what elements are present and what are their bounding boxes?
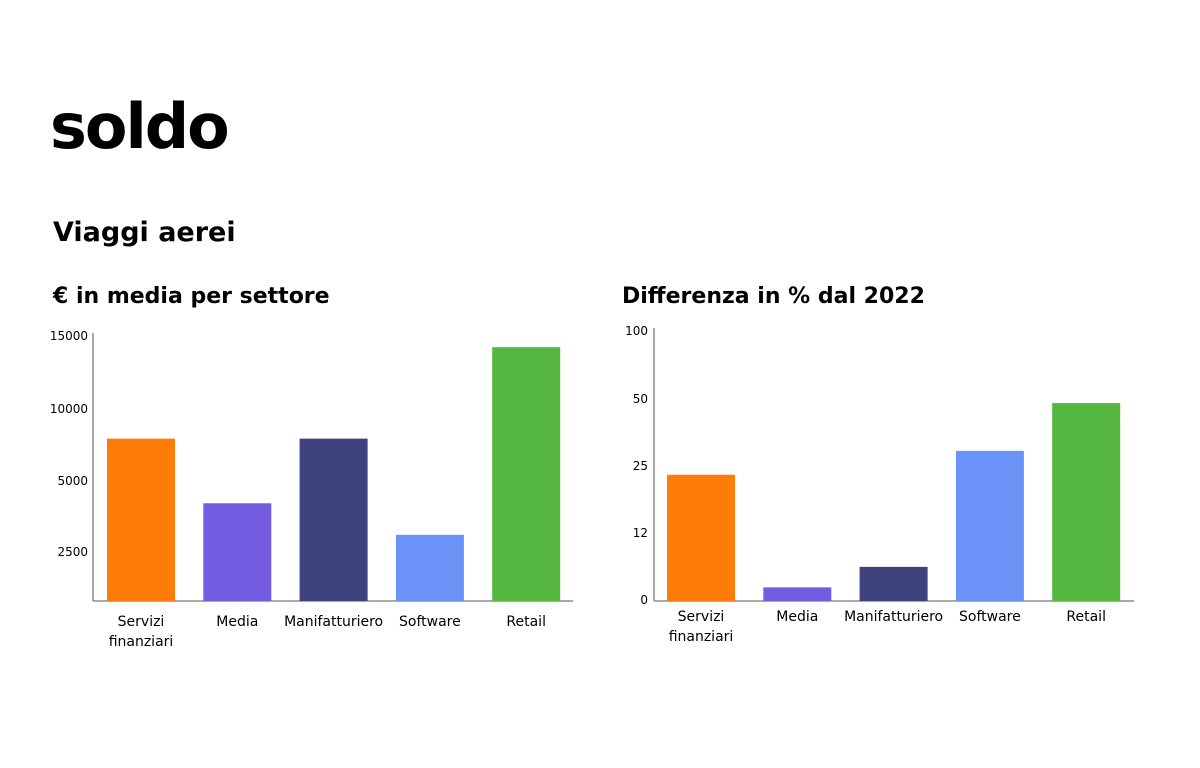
category-label: Media	[216, 614, 258, 630]
category-label: Software	[959, 609, 1021, 625]
y-tick-label: 15000	[50, 329, 88, 343]
bar-5	[492, 347, 561, 601]
bar-2	[203, 503, 272, 601]
y-tick-label: 25	[633, 459, 648, 473]
category-label-line: Software	[399, 614, 461, 630]
y-tick-label: 10000	[50, 402, 88, 416]
category-label: Servizi finanziari	[109, 614, 174, 650]
chart-title-avg-spend: € in media per settore	[53, 284, 330, 309]
category-label-line: Manifatturiero	[844, 609, 943, 625]
category-label: Media	[776, 609, 818, 625]
category-label-line: Media	[216, 614, 258, 630]
y-tick-label: 5000	[57, 474, 88, 488]
bar-2	[763, 587, 832, 601]
category-label: Manifatturiero	[844, 609, 943, 625]
category-label-line: finanziari	[109, 634, 174, 650]
category-label-line: Servizi	[118, 614, 165, 630]
bar-3	[299, 438, 368, 601]
category-label: Retail	[1066, 609, 1106, 625]
chart-title-pct-change: Differenza in % dal 2022	[622, 284, 925, 309]
category-label-line: Servizi	[678, 609, 725, 625]
soldo-logo: soldo	[50, 90, 230, 163]
y-tick-label: 2500	[57, 545, 88, 559]
category-label-line: finanziari	[669, 629, 734, 645]
chart-avg-spend: 15000 10000 5000 2500 Servizi finanziari Media…	[50, 329, 573, 650]
y-tick-label: 0	[640, 593, 648, 607]
bar-1	[667, 474, 735, 601]
category-label: Retail	[506, 614, 546, 630]
y-tick-label: 50	[633, 392, 648, 406]
category-label-line: Retail	[1066, 609, 1106, 625]
y-tick-label: 12	[633, 526, 648, 540]
category-label-line: Retail	[506, 614, 546, 630]
bar-4	[395, 534, 464, 601]
bar-1	[107, 438, 175, 601]
y-tick-label: 100	[625, 324, 648, 338]
bar-4	[955, 450, 1024, 601]
category-label: Software	[399, 614, 461, 630]
page-title: Viaggi aerei	[53, 217, 236, 248]
category-label-line: Software	[959, 609, 1021, 625]
bar-5	[1052, 403, 1121, 601]
bar-3	[859, 566, 928, 601]
category-label-line: Manifatturiero	[284, 614, 383, 630]
category-label: Servizi finanziari	[669, 609, 734, 645]
category-label: Manifatturiero	[284, 614, 383, 630]
category-label-line: Media	[776, 609, 818, 625]
